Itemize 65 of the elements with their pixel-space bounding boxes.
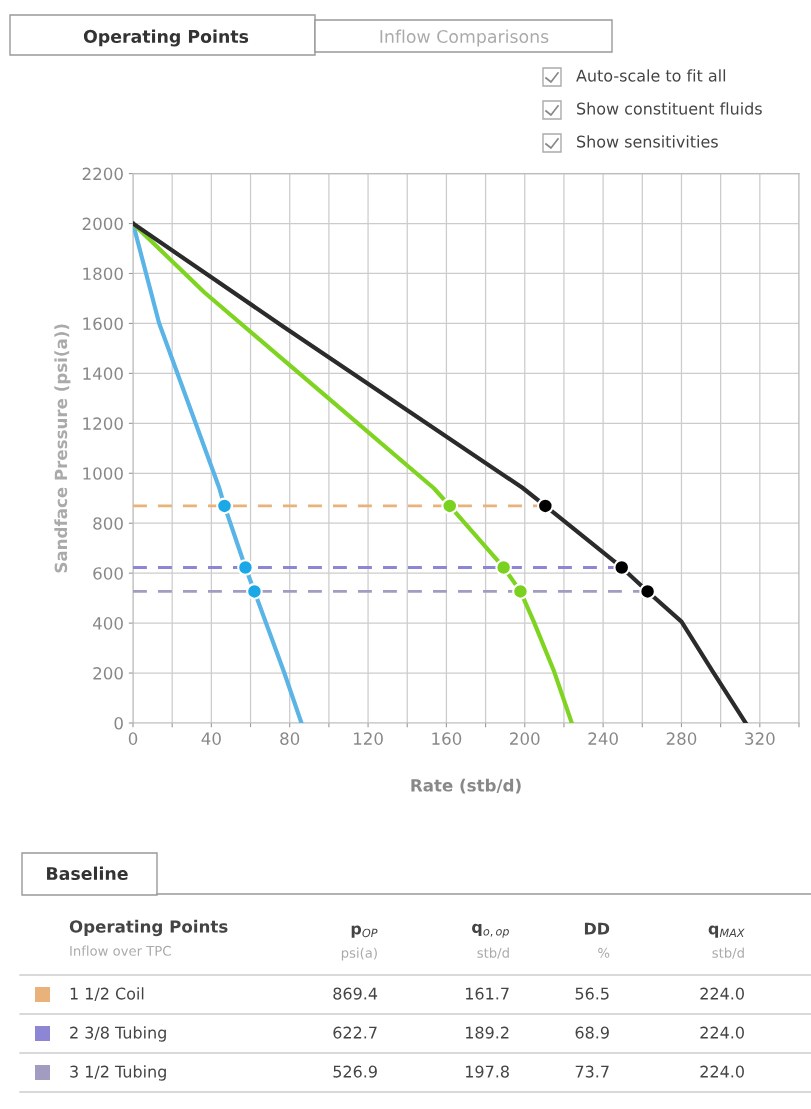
text: p$_{OP}$ [351, 925, 378, 938]
text: Operating Points [69, 919, 228, 937]
y-tick-label: 1400 [83, 367, 123, 380]
legend-label: 1 1/2 Coil [70, 987, 144, 1001]
legend-label: 2 3/8 Tubing [70, 1026, 166, 1042]
text: 622.7 [333, 1026, 377, 1039]
text: Auto-scale to fit all [576, 69, 726, 82]
y-tick-label: 2200 [82, 167, 123, 181]
point [495, 559, 512, 576]
text: psi(a) [341, 947, 377, 961]
text: Operating Points [83, 29, 249, 47]
text: stb/d [712, 947, 744, 959]
point [613, 559, 631, 576]
text: 68.9 [575, 1026, 609, 1039]
legend-label: 3 1/2 Tubing [70, 1065, 166, 1081]
line-series [133, 221, 748, 723]
y-tick-label: 1200 [83, 417, 123, 430]
y-axis-title: Sandface Pressure (psi(a)) [54, 324, 71, 573]
point [237, 559, 254, 576]
text: Baseline [47, 866, 128, 881]
text: 189.2 [466, 1026, 509, 1039]
x-tick-label: 80 [280, 732, 300, 745]
x-tick-label: 40 [201, 732, 221, 745]
text: stb/d [477, 947, 509, 959]
text: q$_{MAX}$ [708, 925, 745, 938]
line-series [133, 221, 304, 723]
y-tick-label: 1000 [83, 467, 123, 480]
text: % [598, 947, 610, 958]
point [512, 583, 529, 600]
x-tick-label: 120 [353, 732, 383, 745]
text: DD [584, 922, 610, 935]
y-tick-label: 2000 [82, 217, 123, 231]
y-tick-label: 800 [93, 517, 123, 530]
text: Inflow over TPC [70, 945, 171, 956]
text: q$_{o,op}$ [472, 923, 509, 938]
text: Show sensitivities [577, 135, 718, 148]
text: 224.0 [700, 987, 744, 1000]
text: 56.5 [575, 987, 609, 1000]
x-tick-label: 200 [510, 732, 540, 745]
point [441, 497, 459, 515]
x-tick-label: 320 [745, 732, 775, 745]
point [537, 497, 554, 515]
y-tick-label: 400 [92, 617, 123, 630]
text: 73.7 [575, 1065, 609, 1078]
y-tick-label: 600 [93, 567, 123, 580]
text: 869.4 [333, 987, 378, 1000]
text: 197.8 [466, 1065, 509, 1078]
y-tick-label: 200 [93, 667, 123, 680]
text: 161.7 [466, 987, 509, 1000]
y-tick-label: 0 [114, 716, 123, 730]
x-axis-title: Rate (stb/d) [411, 778, 521, 794]
text: Inflow Comparisons [380, 29, 549, 47]
text: Show constituent fluids [577, 102, 762, 115]
y-tick-label: 1800 [83, 267, 123, 281]
x-tick-label: 160 [432, 732, 462, 745]
x-tick-label: 0 [128, 732, 138, 745]
point [246, 583, 263, 600]
text: 526.9 [333, 1065, 377, 1078]
point [216, 497, 233, 515]
text: 224.0 [700, 1065, 744, 1078]
point [639, 583, 656, 600]
x-tick-label: 280 [666, 732, 697, 745]
text: 224.0 [700, 1026, 744, 1039]
x-tick-label: 240 [588, 732, 618, 745]
y-tick-label: 1600 [83, 317, 123, 331]
